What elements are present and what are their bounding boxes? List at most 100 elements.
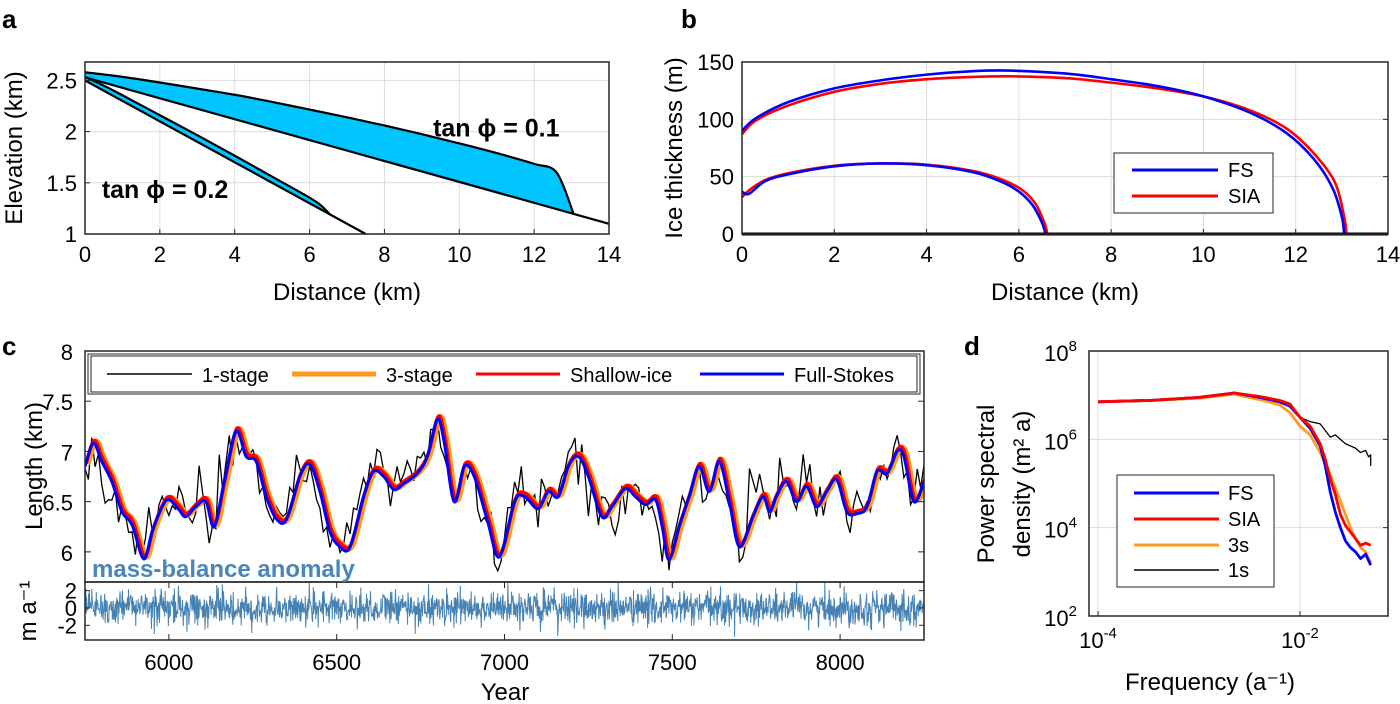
series-line-fs-tan-phi-0-1-: [741, 69, 1346, 235]
legend-label-1s: 1s: [1228, 560, 1249, 582]
legend-label-3-stage: 3-stage: [386, 365, 453, 387]
x-tick-label: 0: [79, 242, 91, 267]
glacier-bed-line: [84, 76, 610, 225]
panel-c-ticks: 6 6.5 7 7.5 8 6000 6500 7000 7500 8000 -202: [42, 340, 924, 675]
mb-y-tick-label: 0: [65, 596, 77, 621]
panel-b-ylabel: Ice thickness (m): [661, 57, 688, 238]
panel-a-glaciers: [84, 71, 610, 235]
y-tick-label: 2: [65, 120, 77, 145]
x-tick-label: 2: [154, 242, 166, 267]
legend-label-fs: FS: [1228, 160, 1254, 182]
legend-label-3s: 3s: [1228, 535, 1249, 557]
x-tick-label: 10-4: [1079, 625, 1117, 653]
x-tick-label: 6500: [312, 650, 361, 675]
x-tick-label: 12: [522, 242, 546, 267]
x-tick-label: 8000: [816, 650, 865, 675]
x-tick-label: 6: [303, 242, 315, 267]
panel-label-a: a: [2, 4, 17, 34]
mass-balance-ylabel: m a⁻¹: [15, 581, 42, 642]
x-tick-label: 2: [828, 242, 840, 267]
legend-label-sia: SIA: [1228, 509, 1261, 531]
series-line-1s: [1097, 393, 1372, 466]
glacier-surface-line: [84, 71, 575, 214]
panel-b-xlabel: Distance (km): [991, 279, 1139, 306]
y-tick-label: 6.5: [42, 491, 73, 516]
panel-a-elevation-profile: 0 2 4 6 8 10 12 14 1 1.5 2 2.5 tan ϕ = 0.1 tan ϕ = …: [1, 61, 621, 306]
glacier-surface-line: [84, 75, 331, 216]
panel-c-lines: [85, 414, 924, 573]
y-tick-label: 106: [1044, 426, 1077, 454]
annotation-tan-phi-0-2: tan ϕ = 0.2: [102, 176, 228, 204]
panel-d-power-spectrum: 10-4 10-2 102 104 106 108 FS SIA 3s 1s Freque…: [973, 338, 1389, 696]
glacier-ice-fill: [85, 72, 574, 214]
panel-a-axes-box: [84, 61, 610, 235]
legend-label-fs: FS: [1228, 483, 1254, 505]
panel-c-ylabel: Length (km): [21, 402, 48, 530]
panel-b-axes-box: [741, 61, 1389, 235]
y-tick-label: 150: [697, 50, 734, 75]
x-tick-label: 6: [1013, 242, 1025, 267]
mb-y-tick-label: -2: [57, 613, 77, 638]
panel-b-legend: FS SIA: [1113, 152, 1274, 214]
x-tick-label: 8: [1105, 242, 1117, 267]
y-tick-label: 108: [1044, 338, 1077, 366]
legend-label-shallow-ice: Shallow-ice: [570, 365, 672, 387]
panel-a-xlabel: Distance (km): [273, 279, 421, 306]
panel-d-xlabel: Frequency (a⁻¹): [1125, 669, 1295, 696]
y-tick-label: 0: [722, 222, 734, 247]
legend-label-1-stage: 1-stage: [202, 365, 269, 387]
x-tick-label: 4: [920, 242, 932, 267]
panel-label-b: b: [681, 4, 697, 34]
x-tick-label: 10: [447, 242, 471, 267]
x-tick-label: 14: [1376, 242, 1400, 267]
panel-c-xlabel: Year: [481, 679, 530, 704]
x-tick-label: 8: [378, 242, 390, 267]
y-tick-label: 7: [61, 440, 73, 465]
panel-label-c: c: [2, 331, 16, 361]
y-tick-label: 6: [61, 541, 73, 566]
series-line-sia: [1097, 391, 1372, 547]
y-tick-label: 1.5: [46, 171, 77, 196]
panel-d-ticks: 10-4 10-2 102 104 106 108: [1044, 338, 1388, 653]
panel-d-axes-box: [1088, 350, 1389, 617]
legend-label-full-stokes: Full-Stokes: [794, 365, 894, 387]
panel-d-lines: [1097, 391, 1372, 566]
panel-a-ylabel: Elevation (km): [1, 71, 28, 224]
panel-a-ticks: 0 2 4 6 8 10 12 14 1 1.5 2 2.5: [46, 68, 621, 267]
x-tick-label: 10: [1191, 242, 1215, 267]
glacier-bed-line: [84, 79, 367, 235]
panel-c-legend-outer: [87, 353, 921, 395]
series-line-sia-tan-phi-0-1-: [741, 74, 1348, 235]
panel-b-ice-thickness: 0 2 4 6 8 10 12 14 0 50 100 150 FS SIA Distance (km…: [661, 50, 1400, 306]
panel-c-legend: 1-stage 3-stage Shallow-ice Full-Stokes: [87, 353, 921, 395]
panel-b-lines: [741, 69, 1348, 235]
panel-b-ticks: 0 2 4 6 8 10 12 14 0 50 100 150: [697, 50, 1400, 267]
x-tick-label: 10-2: [1281, 625, 1319, 653]
x-tick-label: 14: [597, 242, 621, 267]
mb-y-tick-label: 2: [65, 579, 77, 604]
y-tick-label: 7.5: [42, 390, 73, 415]
annotation-tan-phi-0-1: tan ϕ = 0.1: [433, 115, 560, 143]
x-tick-label: 12: [1283, 242, 1307, 267]
x-tick-label: 7000: [480, 650, 529, 675]
y-tick-label: 104: [1044, 515, 1077, 543]
y-tick-label: 2.5: [46, 68, 77, 93]
panel-d-ylabel-line2: density (m² a): [1009, 411, 1036, 558]
x-tick-label: 6000: [144, 650, 193, 675]
panel-d-legend: FS SIA 3s 1s: [1116, 474, 1275, 588]
y-tick-label: 1: [65, 222, 77, 247]
panel-label-d: d: [964, 331, 980, 361]
y-tick-label: 50: [710, 165, 734, 190]
mass-balance-line: [85, 582, 924, 637]
mass-balance-annotation: mass-balance anomaly: [92, 556, 355, 583]
series-line-full-stokes: [85, 417, 924, 562]
y-tick-label: 100: [697, 107, 734, 132]
panel-c-length-timeseries: 6 6.5 7 7.5 8 6000 6500 7000 7500 8000 -202 1-stag…: [15, 340, 925, 704]
legend-label-sia: SIA: [1228, 186, 1261, 208]
panel-d-ylabel-line1: Power spectral: [973, 405, 1000, 564]
x-tick-label: 7500: [648, 650, 697, 675]
panel-b-legend-box: [1113, 152, 1274, 214]
series-line-fs-tan-phi-0-2-: [741, 162, 1047, 235]
y-tick-label: 102: [1044, 603, 1077, 631]
